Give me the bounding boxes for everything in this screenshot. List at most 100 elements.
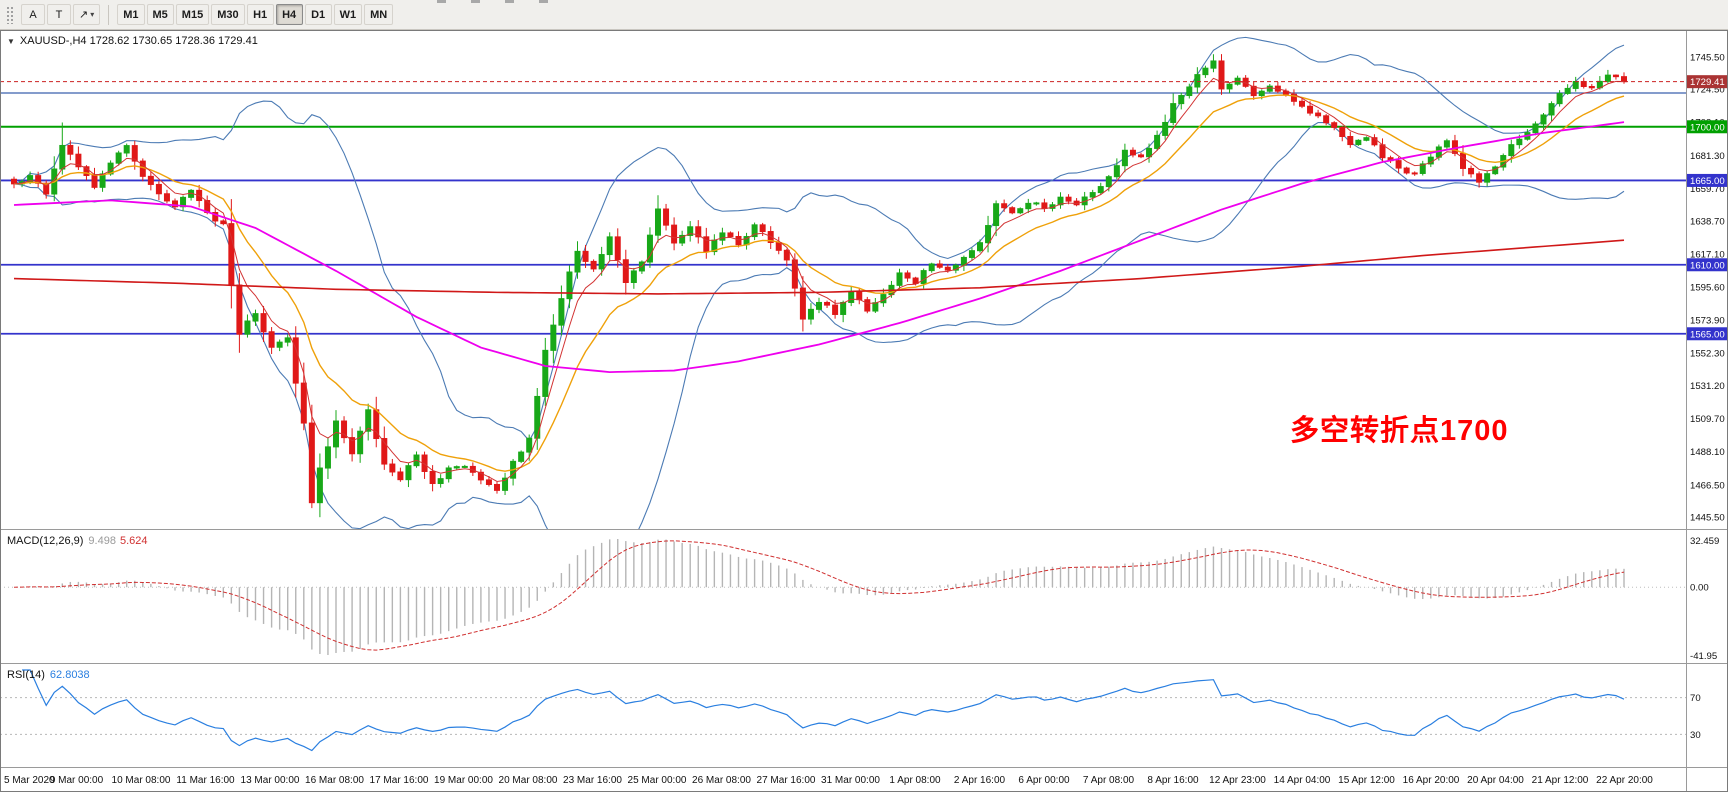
svg-text:1659.70: 1659.70 bbox=[1690, 184, 1725, 195]
text-tool-button[interactable]: T bbox=[47, 4, 71, 25]
rsi-line bbox=[22, 669, 1625, 752]
timeframe-button-h4[interactable]: H4 bbox=[275, 4, 303, 25]
rsi-level-label-30: 30 bbox=[1690, 730, 1701, 741]
bollinger-upper-line bbox=[13, 36, 1625, 442]
svg-text:1552.30: 1552.30 bbox=[1690, 349, 1725, 360]
cropped-icon bbox=[539, 0, 548, 3]
svg-text:1745.50: 1745.50 bbox=[1690, 53, 1725, 64]
macd-axis-min: -41.95 bbox=[1690, 651, 1717, 662]
svg-text:1445.50: 1445.50 bbox=[1690, 513, 1725, 524]
macd-pane bbox=[0, 539, 1686, 655]
time-label: 20 Apr 04:00 bbox=[1467, 775, 1524, 786]
arrow-tool-button[interactable]: ↗ ▾ bbox=[73, 4, 101, 25]
price-badge-1610[interactable] bbox=[1687, 258, 1728, 272]
time-label: 10 Mar 08:00 bbox=[112, 775, 171, 786]
current-price-badge-label: 1729.41 bbox=[1690, 77, 1725, 88]
macd-histogram bbox=[21, 539, 1625, 655]
symbol-ohlc-label: ▼ XAUUSD-,H4 1728.62 1730.65 1728.36 172… bbox=[7, 35, 258, 47]
cropped-icon bbox=[437, 0, 446, 3]
cropped-icon bbox=[471, 0, 480, 3]
time-label: 31 Mar 00:00 bbox=[821, 775, 880, 786]
time-label: 17 Mar 16:00 bbox=[370, 775, 429, 786]
time-label: 15 Apr 12:00 bbox=[1338, 775, 1395, 786]
time-label: 7 Apr 08:00 bbox=[1083, 775, 1135, 786]
macd-axis-max: 32.459 bbox=[1690, 536, 1719, 547]
svg-text:1638.70: 1638.70 bbox=[1690, 216, 1725, 227]
svg-text:1681.30: 1681.30 bbox=[1690, 151, 1725, 162]
rsi-level-label-70: 70 bbox=[1690, 693, 1701, 704]
time-label: 14 Apr 04:00 bbox=[1274, 775, 1331, 786]
time-label: 6 Apr 00:00 bbox=[1018, 775, 1070, 786]
ma-long-red-line bbox=[13, 239, 1625, 295]
current-price-badge[interactable] bbox=[1687, 75, 1728, 89]
price-badge-1610-label: 1610.00 bbox=[1690, 260, 1725, 271]
ma-slow-magenta-line bbox=[13, 121, 1625, 374]
svg-text:1531.20: 1531.20 bbox=[1690, 381, 1725, 392]
rsi-value: 62.8038 bbox=[49, 669, 90, 681]
time-label: 19 Mar 00:00 bbox=[434, 775, 493, 786]
price-badge-1700-label: 1700.00 bbox=[1690, 122, 1725, 133]
symbol-dropdown-icon[interactable]: ▼ bbox=[7, 36, 15, 46]
macd-label: MACD(12,26,9) 9.498 5.624 bbox=[7, 535, 147, 547]
timeframe-button-m5[interactable]: M5 bbox=[146, 4, 174, 25]
symbol-ohlc-text: XAUUSD-,H4 1728.62 1730.65 1728.36 1729.… bbox=[19, 35, 258, 47]
time-label: 9 Mar 00:00 bbox=[50, 775, 104, 786]
svg-text:1595.60: 1595.60 bbox=[1690, 282, 1725, 293]
svg-text:1509.70: 1509.70 bbox=[1690, 414, 1725, 425]
cropped-icon bbox=[505, 0, 514, 3]
main-pane bbox=[0, 36, 1686, 529]
time-label: 2 Apr 16:00 bbox=[954, 775, 1006, 786]
time-label: 1 Apr 08:00 bbox=[889, 775, 941, 786]
svg-text:1617.10: 1617.10 bbox=[1690, 249, 1725, 260]
svg-text:1724.50: 1724.50 bbox=[1690, 85, 1725, 96]
time-label: 16 Mar 08:00 bbox=[305, 775, 364, 786]
timeframe-button-m15[interactable]: M15 bbox=[175, 4, 210, 25]
macd-main-value: 9.498 bbox=[88, 535, 116, 547]
price-badge-1565[interactable] bbox=[1687, 327, 1728, 341]
time-label: 16 Apr 20:00 bbox=[1403, 775, 1460, 786]
time-label: 12 Apr 23:00 bbox=[1209, 775, 1266, 786]
rsi-name: RSI(14) bbox=[7, 669, 45, 681]
time-label: 27 Mar 16:00 bbox=[757, 775, 816, 786]
chart-area: 1745.501724.501703.101681.301659.701638.… bbox=[0, 30, 1728, 794]
time-label: 13 Mar 00:00 bbox=[241, 775, 300, 786]
time-label: 22 Apr 20:00 bbox=[1596, 775, 1653, 786]
time-label: 11 Mar 16:00 bbox=[176, 775, 235, 786]
rsi-pane bbox=[0, 669, 1686, 752]
macd-name: MACD(12,26,9) bbox=[7, 535, 84, 547]
time-label: 8 Apr 16:00 bbox=[1147, 775, 1199, 786]
time-label: 26 Mar 08:00 bbox=[692, 775, 751, 786]
time-label: 5 Mar 2020 bbox=[4, 775, 55, 786]
text-label-tool-button[interactable]: A bbox=[21, 4, 45, 25]
macd-axis-zero: 0.00 bbox=[1690, 583, 1709, 594]
toolbar-separator bbox=[108, 4, 110, 25]
chart-canvas[interactable]: 1745.501724.501703.101681.301659.701638.… bbox=[0, 30, 1728, 794]
chevron-down-icon: ▾ bbox=[90, 10, 95, 19]
macd-signal-line bbox=[13, 540, 1625, 651]
chart-annotation[interactable]: 多空转折点1700 bbox=[1290, 415, 1509, 447]
macd-signal-value: 5.624 bbox=[119, 535, 148, 547]
svg-text:1573.90: 1573.90 bbox=[1690, 316, 1725, 327]
timeframe-button-m1[interactable]: M1 bbox=[117, 4, 145, 25]
time-label: 25 Mar 00:00 bbox=[628, 775, 687, 786]
time-label: 21 Apr 12:00 bbox=[1532, 775, 1589, 786]
price-axis-ticks: 1745.501724.501703.101681.301659.701638.… bbox=[1690, 53, 1725, 524]
svg-text:1466.50: 1466.50 bbox=[1690, 480, 1725, 491]
toolbar-drag-handle[interactable] bbox=[5, 5, 14, 24]
svg-text:1488.10: 1488.10 bbox=[1690, 447, 1725, 458]
time-label: 20 Mar 08:00 bbox=[499, 775, 558, 786]
timeframe-button-mn[interactable]: MN bbox=[364, 4, 394, 25]
price-badge-1665-label: 1665.00 bbox=[1690, 176, 1725, 187]
timeframes-group: M1 M5 M15 M30 H1 H4 D1 W1 MN bbox=[116, 4, 394, 25]
price-badge-1665[interactable] bbox=[1687, 173, 1728, 187]
drawing-tools-group: A T ↗ ▾ bbox=[20, 4, 101, 25]
timeframe-button-m30[interactable]: M30 bbox=[211, 4, 245, 25]
timeframe-button-d1[interactable]: D1 bbox=[304, 4, 332, 25]
timeframe-button-w1[interactable]: W1 bbox=[333, 4, 363, 25]
timeframe-button-h1[interactable]: H1 bbox=[246, 4, 274, 25]
toolbar: A T ↗ ▾ M1 M5 M15 M30 H1 H4 D1 W1 MN bbox=[0, 0, 1728, 30]
price-badge-1700[interactable] bbox=[1687, 120, 1728, 134]
rsi-label: RSI(14) 62.8038 bbox=[7, 669, 90, 681]
